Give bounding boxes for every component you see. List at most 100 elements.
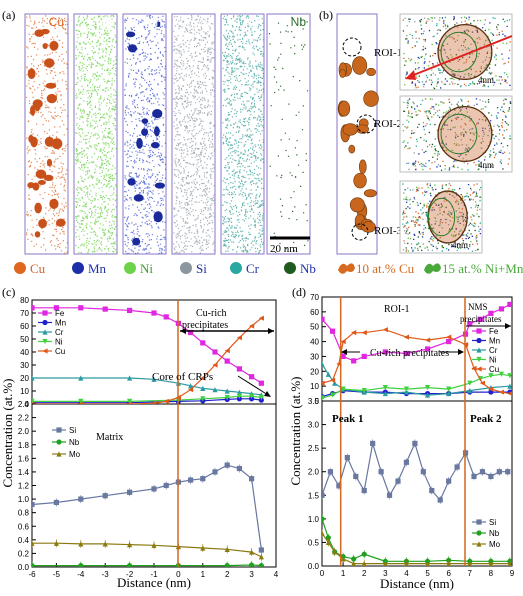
legend-text: Mo [489, 540, 501, 549]
y-tick-label: 10 [310, 382, 319, 391]
data-point [32, 375, 35, 381]
data-point [467, 321, 473, 327]
data-point [224, 388, 230, 394]
cu-isosurface [427, 190, 468, 244]
x-tick-label: 0 [176, 570, 181, 579]
data-point [102, 493, 108, 499]
data-point [32, 305, 35, 311]
data-point [361, 551, 367, 557]
legend-entry-cu: Cu [38, 347, 65, 356]
data-point [471, 365, 477, 371]
x-tick-label: 3 [383, 569, 388, 578]
data-point [395, 478, 401, 484]
atom-dots [222, 15, 265, 254]
data-point [382, 385, 388, 391]
data-point [382, 390, 388, 397]
y-tick-label: 20 [20, 374, 29, 383]
atom-map-label: Ni [102, 15, 113, 29]
y-tick-label: 3.0 [308, 421, 320, 430]
panel-label-a: (a) [2, 8, 15, 22]
cu-blob [348, 144, 356, 154]
nms-arrowhead [505, 323, 511, 329]
y-tick-label: 40 [310, 338, 319, 347]
data-point [258, 547, 264, 553]
cu-isosurface [437, 105, 493, 163]
data-point [351, 330, 357, 336]
atom-cluster [42, 42, 48, 50]
data-point [420, 469, 426, 475]
roi-3-box [399, 180, 483, 254]
legend-dot [180, 262, 192, 274]
data-point [212, 387, 218, 393]
data-point [78, 398, 84, 404]
series-line-nb [322, 518, 510, 562]
xlabel-d: Distance (nm) [380, 576, 454, 591]
data-point [488, 473, 494, 480]
roi-1-annot-d: ROI-1 [384, 304, 410, 315]
roi-1-circle [342, 37, 362, 57]
y-tick-label: 0.2 [18, 549, 30, 558]
data-point [42, 319, 48, 326]
data-point [329, 377, 336, 383]
legend-entry-si: Si [472, 518, 496, 527]
legend-dot [14, 262, 26, 274]
y-tick-label: 0.6 [18, 522, 30, 531]
roi-atoms [402, 98, 511, 171]
series-group [32, 305, 264, 404]
data-point [322, 361, 325, 367]
x-tick-label: 5 [425, 569, 430, 578]
data-point [488, 561, 494, 566]
legend-text: Mn [489, 337, 500, 346]
atom-cluster [40, 28, 50, 35]
data-point [476, 541, 482, 547]
data-point [188, 387, 194, 393]
legend-entry-mn: Mn [472, 337, 500, 346]
roi-3-circle [351, 223, 369, 241]
data-point [403, 561, 409, 566]
legend-label: Mn [88, 261, 107, 276]
data-point [336, 483, 342, 489]
y-tick-label: 0 [25, 400, 30, 409]
legend-text: Mo [69, 450, 81, 459]
y-tick-label: 2.5 [308, 444, 320, 453]
data-point [488, 373, 494, 379]
data-point [53, 499, 59, 506]
cu-rich-left-arrowhead [341, 349, 347, 355]
data-point [163, 482, 169, 489]
data-point [322, 492, 325, 498]
data-point [386, 492, 393, 498]
atom-cluster [45, 82, 57, 89]
data-point [249, 393, 255, 399]
data-point [403, 350, 410, 357]
data-point [102, 541, 108, 547]
data-point [236, 335, 242, 341]
legend-item: Si [180, 261, 207, 276]
data-point [163, 314, 169, 320]
data-point [236, 366, 242, 372]
y-tick-label: 3.5 [308, 397, 320, 406]
legend-text: Fe [55, 309, 65, 318]
data-point [446, 561, 452, 566]
legend-entry-fe: Fe [38, 309, 65, 318]
data-point [476, 519, 482, 525]
legend-label: Ni [140, 261, 153, 276]
legend-item: Ni [124, 261, 153, 276]
data-point [151, 486, 157, 492]
legend-item: Cu [14, 261, 46, 276]
cu-rich-arrow-right [268, 328, 274, 334]
cu-blob [366, 67, 376, 77]
y-tick-label: 60 [310, 308, 319, 317]
y-tick-label: 2.0 [308, 468, 320, 477]
data-point [188, 477, 194, 483]
y-tick-label: 60 [20, 322, 29, 331]
data-point [258, 394, 264, 401]
atom-map-mn: Mn [122, 13, 167, 255]
core-crps-annot: Core of CRPs [152, 371, 213, 383]
data-point [78, 563, 84, 567]
data-point [403, 389, 410, 395]
ylabel-c: Concentration (at.%) [0, 378, 15, 487]
y-tick-label: 50 [20, 335, 29, 344]
cu-blob [363, 90, 379, 107]
data-point [498, 306, 505, 312]
legend-label: 10 at.% Cu [356, 261, 415, 276]
